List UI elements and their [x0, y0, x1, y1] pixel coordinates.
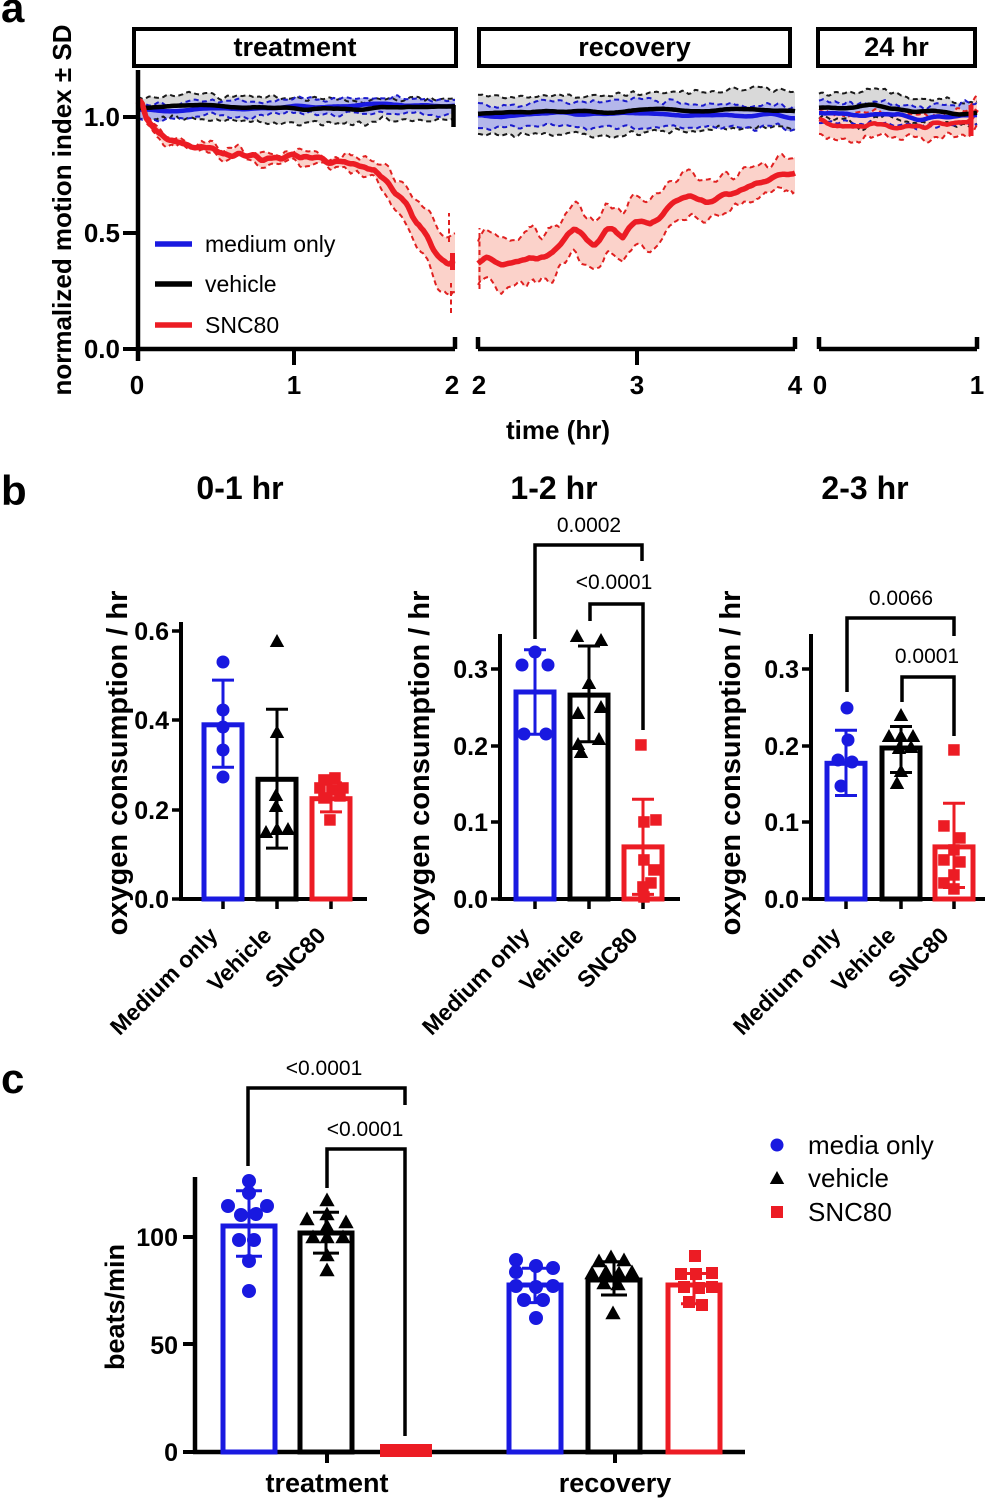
svg-text:4: 4 [788, 370, 803, 400]
svg-text:beats/min: beats/min [100, 1244, 130, 1370]
svg-text:<0.0001: <0.0001 [327, 1118, 404, 1141]
svg-text:0.0: 0.0 [84, 334, 120, 364]
svg-text:vehicle: vehicle [808, 1163, 889, 1193]
svg-text:SNC80: SNC80 [205, 312, 279, 338]
svg-text:0: 0 [164, 1439, 178, 1467]
svg-text:0.0: 0.0 [134, 886, 169, 914]
svg-text:0.1: 0.1 [453, 809, 488, 837]
svg-text:24 hr: 24 hr [864, 32, 929, 62]
svg-text:0.4: 0.4 [134, 707, 169, 735]
svg-text:0.6: 0.6 [134, 618, 169, 646]
svg-text:0.2: 0.2 [134, 797, 169, 825]
svg-text:<0.0001: <0.0001 [576, 571, 653, 594]
svg-text:0: 0 [130, 370, 144, 400]
svg-text:1-2 hr: 1-2 hr [510, 470, 597, 506]
svg-text:0.0001: 0.0001 [895, 645, 959, 668]
svg-text:time (hr): time (hr) [506, 415, 610, 445]
svg-text:0.2: 0.2 [764, 733, 799, 761]
svg-text:1: 1 [970, 370, 984, 400]
svg-text:normalized motion index ± SD: normalized motion index ± SD [47, 24, 77, 395]
svg-text:recovery: recovery [559, 1468, 672, 1498]
svg-text:oxygen consumption / hr: oxygen consumption / hr [102, 591, 134, 936]
svg-text:0.0: 0.0 [453, 886, 488, 914]
svg-text:vehicle: vehicle [205, 271, 277, 297]
svg-text:c: c [1, 1055, 24, 1102]
svg-text:1.0: 1.0 [84, 102, 120, 132]
svg-text:medium only: medium only [205, 231, 336, 257]
svg-text:0.5: 0.5 [84, 218, 120, 248]
svg-text:2: 2 [445, 370, 459, 400]
svg-text:0.0: 0.0 [764, 886, 799, 914]
svg-text:0.1: 0.1 [764, 809, 799, 837]
svg-text:b: b [1, 467, 27, 514]
svg-text:a: a [1, 0, 25, 31]
svg-text:2-3 hr: 2-3 hr [821, 470, 908, 506]
svg-text:0.0066: 0.0066 [869, 587, 933, 610]
svg-text:oxygen consumption / hr: oxygen consumption / hr [715, 591, 747, 936]
svg-text:treatment: treatment [265, 1468, 388, 1498]
svg-text:0-1 hr: 0-1 hr [196, 470, 283, 506]
svg-text:3: 3 [630, 370, 644, 400]
svg-text:100: 100 [136, 1224, 178, 1252]
svg-text:<0.0001: <0.0001 [286, 1057, 363, 1080]
svg-text:treatment: treatment [233, 32, 356, 62]
svg-text:media only: media only [808, 1130, 934, 1160]
svg-text:recovery: recovery [578, 32, 691, 62]
svg-text:0.3: 0.3 [764, 656, 799, 684]
svg-text:oxygen consumption / hr: oxygen consumption / hr [404, 591, 436, 936]
svg-text:0.0002: 0.0002 [557, 514, 621, 537]
svg-text:50: 50 [150, 1332, 178, 1360]
svg-text:0.2: 0.2 [453, 733, 488, 761]
svg-text:0.3: 0.3 [453, 656, 488, 684]
svg-text:0: 0 [813, 370, 827, 400]
svg-text:2: 2 [472, 370, 486, 400]
svg-text:1: 1 [287, 370, 301, 400]
svg-text:SNC80: SNC80 [808, 1197, 892, 1227]
